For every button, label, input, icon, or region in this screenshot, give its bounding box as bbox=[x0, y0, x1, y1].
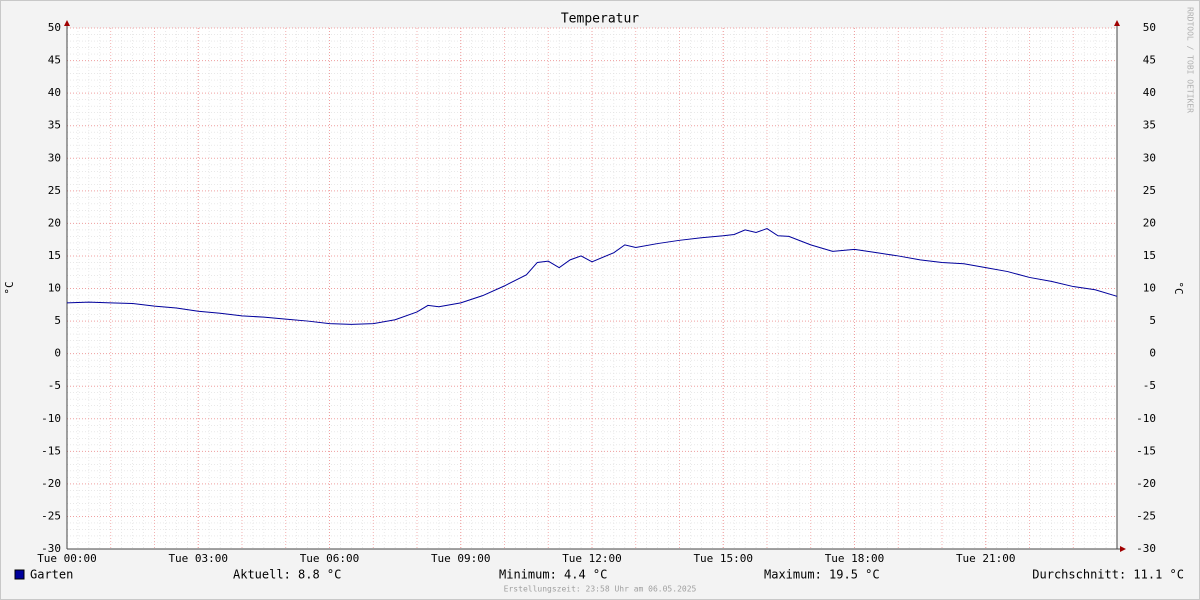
y-tick-label: 50 bbox=[48, 21, 61, 34]
y2-tick-label: 40 bbox=[1143, 86, 1156, 99]
grid bbox=[66, 27, 1117, 550]
x-tick-label: Tue 00:00 bbox=[37, 552, 97, 565]
axis-arrow bbox=[1120, 546, 1126, 552]
y2-tick-label: -25 bbox=[1136, 509, 1156, 522]
y2-tick-label: -30 bbox=[1136, 542, 1156, 555]
y2-tick-label: 5 bbox=[1149, 314, 1156, 327]
legend-label: Garten bbox=[30, 568, 73, 582]
x-tick-label: Tue 15:00 bbox=[693, 552, 753, 565]
y-tick-label: 0 bbox=[54, 347, 61, 360]
axis-arrow bbox=[64, 20, 70, 26]
y2-tick-label: 0 bbox=[1149, 347, 1156, 360]
y-tick-label: 25 bbox=[48, 184, 61, 197]
y-axis-label: °C bbox=[3, 281, 16, 294]
y-tick-label: 10 bbox=[48, 282, 61, 295]
y2-tick-label: -10 bbox=[1136, 412, 1156, 425]
y-tick-label: -15 bbox=[41, 444, 61, 457]
y-tick-label: -20 bbox=[41, 477, 61, 490]
x-tick-label: Tue 06:00 bbox=[300, 552, 360, 565]
axis-arrow bbox=[1114, 20, 1120, 26]
stat: Aktuell: 8.8 °C bbox=[233, 568, 341, 582]
y2-tick-label: 10 bbox=[1143, 282, 1156, 295]
y-tick-label: 30 bbox=[48, 151, 61, 164]
y-tick-label: -30 bbox=[41, 542, 61, 555]
stat: Maximum: 19.5 °C bbox=[764, 568, 880, 582]
y-tick-label: 20 bbox=[48, 216, 61, 229]
x-tick-label: Tue 12:00 bbox=[562, 552, 622, 565]
y2-tick-label: 25 bbox=[1143, 184, 1156, 197]
y-tick-label: 45 bbox=[48, 54, 61, 67]
y-tick-label: 35 bbox=[48, 119, 61, 132]
x-tick-label: Tue 21:00 bbox=[956, 552, 1016, 565]
y2-tick-label: 45 bbox=[1143, 54, 1156, 67]
y2-tick-label: 50 bbox=[1143, 21, 1156, 34]
watermark: RRDTOOL / TOBI OETIKER bbox=[1186, 7, 1195, 113]
data-line bbox=[66, 228, 1118, 325]
y-tick-label: 40 bbox=[48, 86, 61, 99]
y-tick-label: -10 bbox=[41, 412, 61, 425]
y-tick-label: -5 bbox=[48, 379, 61, 392]
y-tick-label: 5 bbox=[54, 314, 61, 327]
x-tick-label: Tue 09:00 bbox=[431, 552, 491, 565]
y2-axis-label: °C bbox=[1172, 281, 1185, 294]
y-tick-label: -25 bbox=[41, 509, 61, 522]
y2-tick-label: -15 bbox=[1136, 444, 1156, 457]
y2-tick-label: -20 bbox=[1136, 477, 1156, 490]
y-tick-label: 15 bbox=[48, 249, 61, 262]
legend-swatch bbox=[14, 569, 25, 580]
x-tick-label: Tue 18:00 bbox=[825, 552, 885, 565]
y2-tick-label: 20 bbox=[1143, 216, 1156, 229]
stat: Minimum: 4.4 °C bbox=[499, 568, 607, 582]
y2-tick-label: -5 bbox=[1143, 379, 1156, 392]
y2-tick-label: 15 bbox=[1143, 249, 1156, 262]
footer: Erstellungszeit: 23:58 Uhr am 06.05.2025 bbox=[504, 585, 697, 594]
chart-title: Temperatur bbox=[561, 12, 639, 27]
y2-tick-label: 35 bbox=[1143, 119, 1156, 132]
y2-tick-label: 30 bbox=[1143, 151, 1156, 164]
x-tick-label: Tue 03:00 bbox=[168, 552, 228, 565]
stat: Durchschnitt: 11.1 °C bbox=[1032, 568, 1184, 582]
